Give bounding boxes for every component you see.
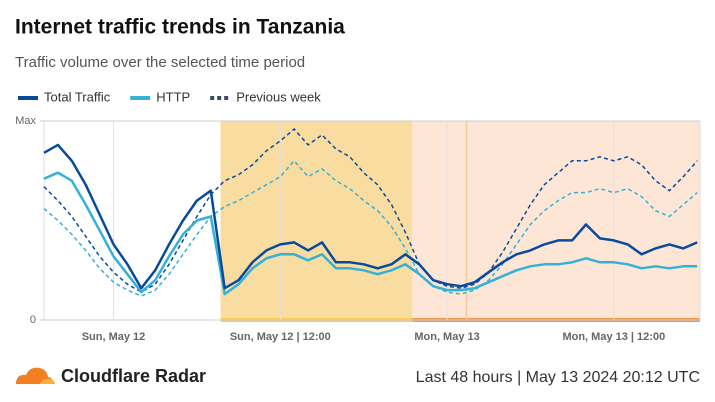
chart-title: Internet traffic trends in Tanzania	[15, 16, 345, 39]
y-tick-label: Max	[15, 115, 36, 127]
footer-info: Last 48 hours | May 13 2024 20:12 UTC	[416, 369, 700, 386]
x-tick-label: Mon, May 13	[414, 331, 479, 343]
series-line	[43, 171, 698, 296]
highlight-range	[220, 121, 413, 320]
series-line	[43, 143, 698, 290]
x-tick-label: Sun, May 12	[82, 331, 146, 343]
legend-label: Total Traffic	[44, 89, 111, 104]
brand-name: Cloudflare Radar	[61, 366, 206, 386]
y-tick-label: 0	[30, 314, 36, 326]
legend-label: Previous week	[236, 89, 321, 104]
x-tick-label: Sun, May 12 | 12:00	[230, 331, 331, 343]
chart-subtitle: Traffic volume over the selected time pe…	[15, 54, 305, 71]
x-tick-label: Mon, May 13 | 12:00	[562, 331, 665, 343]
brand-logo	[16, 367, 55, 384]
legend-label: HTTP	[156, 89, 190, 104]
logo-cloud-small	[40, 378, 55, 384]
previous-week-line	[43, 127, 698, 293]
previous-week-line	[43, 159, 698, 297]
